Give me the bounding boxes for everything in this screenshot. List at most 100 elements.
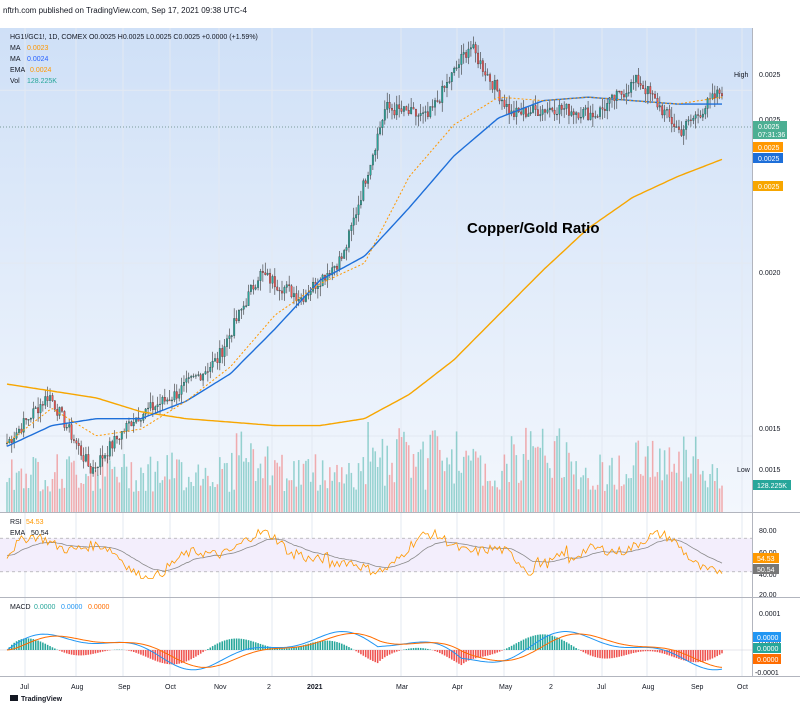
volume-bar (424, 489, 427, 512)
macd-histogram-bar (99, 650, 102, 653)
volume-bar (300, 484, 302, 512)
candle (75, 440, 78, 444)
candle (99, 455, 102, 468)
macd-histogram-bar (587, 650, 589, 655)
candle (565, 103, 568, 109)
macd-histogram-bar (281, 648, 283, 650)
macd-histogram-bar (424, 648, 427, 650)
volume-bar (685, 449, 687, 512)
candle (644, 88, 647, 95)
time-tick: Jul (597, 684, 606, 691)
candle (178, 394, 181, 399)
candle (132, 422, 135, 427)
macd-histogram-bar (154, 650, 157, 661)
volume-bar (632, 465, 635, 512)
candle (25, 418, 28, 420)
volume-bar (192, 486, 195, 512)
macd-histogram-bar (319, 641, 322, 650)
macd-histogram-bar (489, 650, 491, 655)
macd-histogram-bar (85, 650, 87, 656)
macd-histogram-bar (718, 650, 721, 655)
macd-histogram-bar (130, 650, 133, 652)
volume-bar (606, 484, 608, 512)
indicator-legend: MA 0.0023 MA 0.0024 EMA 0.0024 Vol 128.2… (10, 45, 57, 85)
candle (491, 81, 494, 90)
candle (357, 204, 360, 215)
macd-histogram-bar (570, 645, 573, 650)
macd-histogram-bar (558, 638, 561, 650)
candle (367, 174, 370, 184)
macd-histogram-bar (441, 650, 443, 655)
volume-bar (575, 461, 577, 512)
legend-label: Vol (10, 78, 20, 85)
time-tick: Jul (20, 684, 29, 691)
time-tick: 2021 (307, 684, 323, 691)
volume-bar (121, 467, 123, 512)
volume-bar (18, 471, 20, 512)
candle (429, 106, 432, 117)
volume-bar (663, 450, 666, 512)
volume-bar (386, 445, 388, 512)
volume-bar (178, 459, 180, 512)
candle (398, 104, 401, 109)
candle (450, 72, 453, 82)
candle (405, 106, 408, 111)
candle (77, 442, 80, 446)
rsi-label: RSI (10, 519, 22, 526)
macd-histogram-bar (697, 650, 699, 663)
macd-histogram-bar (415, 647, 417, 650)
volume-bar (541, 428, 544, 512)
macd-histogram-bar (685, 650, 687, 661)
macd-histogram-bar (252, 641, 255, 650)
volume-bar (171, 452, 173, 512)
volume-bar (305, 460, 307, 512)
legend-value: 0.0024 (27, 56, 49, 63)
volume-bar (161, 480, 164, 512)
candle (596, 116, 599, 118)
macd-histogram-bar (300, 645, 302, 650)
candle (290, 285, 293, 298)
macd-histogram-bar (180, 650, 183, 664)
volume-bar (204, 467, 207, 512)
rsi-ema-value: 50.54 (31, 530, 49, 537)
macd-tick: 0.0001 (759, 611, 781, 618)
macd-histogram-bar (647, 650, 649, 652)
macd-histogram-bar (37, 640, 39, 650)
macd-histogram-bar (694, 650, 697, 663)
candle (541, 109, 544, 115)
macd-histogram-bar (666, 650, 668, 655)
candle (666, 109, 668, 111)
rsi-tick: 80.00 (759, 528, 777, 535)
macd-histogram-bar (73, 650, 75, 656)
volume-bar (142, 473, 145, 512)
volume-bar (154, 471, 157, 512)
time-tick: 2 (549, 684, 553, 691)
macd-histogram-bar (235, 638, 238, 650)
volume-bar (350, 472, 353, 512)
volume-bar (231, 452, 233, 512)
candle (27, 419, 30, 421)
volume-bar (317, 490, 319, 512)
candle (589, 112, 592, 120)
volume-bar (410, 477, 412, 512)
macd-histogram-bar (18, 640, 20, 650)
volume-bar (706, 487, 709, 512)
volume-bar (180, 462, 183, 512)
volume-bar (51, 478, 54, 512)
macd-histogram-bar (709, 650, 711, 660)
volume-bar (620, 486, 623, 512)
candle (670, 117, 673, 125)
candle (192, 375, 195, 377)
volume-bar (367, 422, 369, 512)
volume-bar (651, 440, 654, 512)
macd-histogram-bar (374, 650, 377, 663)
candle (591, 112, 594, 118)
candle (558, 104, 561, 115)
volume-bar (113, 466, 116, 512)
volume-bar (22, 488, 25, 512)
macd-histogram-bar (290, 647, 293, 650)
candle (269, 272, 271, 284)
candle (689, 119, 692, 121)
volume-bar (264, 456, 267, 512)
volume-bar (355, 489, 357, 512)
